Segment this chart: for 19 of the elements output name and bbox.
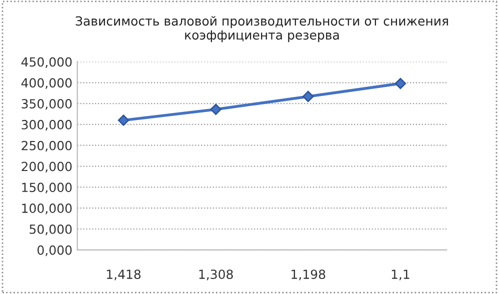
y-tick-label: 200,000 [22,162,72,172]
y-tick-label: 0,000 [38,245,72,256]
y-tick-label: 150,000 [22,182,72,194]
x-tick-label: 1,418 [106,270,141,280]
point [394,78,406,90]
y-tick-label: 350,000 [22,99,72,110]
y-tick-label: 50,000 [30,224,72,236]
point [302,90,314,102]
y-tick-label: 300,000 [22,120,72,131]
point [210,104,222,116]
x-tick-label: 1,1 [392,270,410,280]
y-tick-label: 400,000 [21,78,72,89]
y-tick-label: 450,000 [21,57,72,68]
x-tick-label: 1,198 [292,270,326,280]
point [118,114,130,126]
chart-title: Зависимость валовой производительности от снижения коэффициента резерва [76,16,448,42]
y-tick-label: 100,000 [22,204,72,214]
y-tick-label: 250,000 [22,140,72,152]
x-tick-label: 1,308 [199,270,233,280]
